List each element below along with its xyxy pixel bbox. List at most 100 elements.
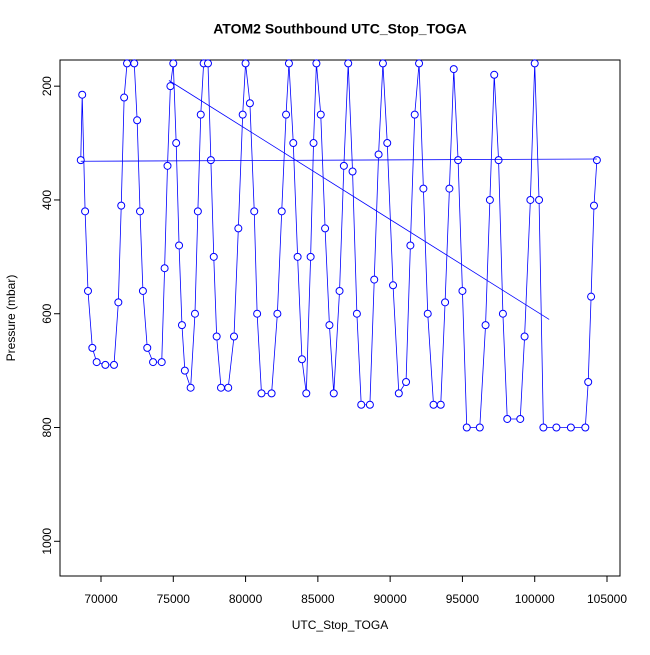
data-point — [212, 332, 221, 341]
data-point — [257, 389, 266, 398]
data-point — [321, 224, 330, 233]
data-point — [101, 360, 110, 369]
data-point — [169, 59, 178, 68]
data-point — [516, 414, 525, 423]
data-point — [136, 207, 145, 216]
data-point — [329, 389, 338, 398]
data-point — [344, 59, 353, 68]
data-point — [454, 156, 463, 165]
data-point — [352, 309, 361, 318]
data-point — [273, 309, 282, 318]
data-point — [190, 309, 199, 318]
data-point — [498, 309, 507, 318]
data-point — [282, 110, 291, 119]
data-point — [160, 264, 169, 273]
data-point — [193, 207, 202, 216]
y-tick-label: 400 — [40, 190, 54, 210]
fit-line — [80, 158, 597, 162]
data-point — [76, 156, 85, 165]
data-point — [309, 139, 318, 148]
data-point — [445, 184, 454, 193]
data-point — [81, 207, 90, 216]
data-point — [378, 59, 387, 68]
y-tick-label: 800 — [40, 417, 54, 437]
data-point — [449, 65, 458, 74]
data-point — [415, 59, 424, 68]
data-point — [180, 366, 189, 375]
data-point — [503, 414, 512, 423]
data-point — [238, 110, 247, 119]
data-point — [458, 286, 467, 295]
plot-frame — [59, 59, 621, 577]
data-point — [143, 343, 152, 352]
data-point — [530, 59, 539, 68]
x-tick-label: 100000 — [515, 592, 555, 606]
data-point — [245, 99, 254, 108]
data-point — [490, 70, 499, 79]
data-point — [383, 139, 392, 148]
data-point — [88, 343, 97, 352]
data-point — [206, 156, 215, 165]
y-axis-label: Pressure (mbar) — [4, 275, 18, 362]
data-point — [186, 383, 195, 392]
data-point — [250, 207, 259, 216]
data-point — [253, 309, 262, 318]
data-point — [587, 292, 596, 301]
data-point — [284, 59, 293, 68]
data-point — [123, 59, 132, 68]
x-tick-label: 70000 — [84, 592, 118, 606]
y-tick-label: 200 — [40, 76, 54, 96]
data-point — [306, 252, 315, 261]
data-point — [157, 358, 166, 367]
data-point — [441, 298, 450, 307]
y-tick-label: 1000 — [40, 528, 54, 555]
data-point — [133, 116, 142, 125]
data-point — [389, 281, 398, 290]
data-point — [302, 389, 311, 398]
data-point — [494, 156, 503, 165]
x-tick-label: 75000 — [157, 592, 191, 606]
data-point — [117, 201, 126, 210]
data-point — [312, 59, 321, 68]
data-point — [230, 332, 239, 341]
data-point — [83, 286, 92, 295]
data-point — [357, 400, 366, 409]
data-point — [520, 332, 529, 341]
data-point — [419, 184, 428, 193]
data-point — [374, 150, 383, 159]
data-point — [592, 156, 601, 165]
fit-line — [168, 80, 550, 320]
data-point — [149, 358, 158, 367]
data-point — [166, 82, 175, 91]
data-point — [209, 252, 218, 261]
data-point — [539, 423, 548, 432]
data-point — [526, 195, 535, 204]
x-tick-label: 90000 — [373, 592, 407, 606]
data-point — [130, 59, 139, 68]
data-point — [475, 423, 484, 432]
data-point — [120, 93, 129, 102]
data-point — [485, 195, 494, 204]
data-point — [436, 400, 445, 409]
data-point — [325, 321, 334, 330]
data-point — [203, 59, 212, 68]
data-point — [581, 423, 590, 432]
data-point — [402, 378, 411, 387]
data-point — [163, 161, 172, 170]
data-point — [196, 110, 205, 119]
profile-line — [80, 63, 598, 428]
data-point — [241, 59, 250, 68]
data-point — [138, 286, 147, 295]
x-tick-label: 85000 — [301, 592, 335, 606]
data-point — [316, 110, 325, 119]
data-point — [92, 358, 101, 367]
data-point — [293, 252, 302, 261]
data-point — [566, 423, 575, 432]
y-tick-label: 600 — [40, 303, 54, 323]
data-point — [177, 321, 186, 330]
data-point — [78, 90, 87, 99]
data-point — [114, 298, 123, 307]
data-point — [462, 423, 471, 432]
